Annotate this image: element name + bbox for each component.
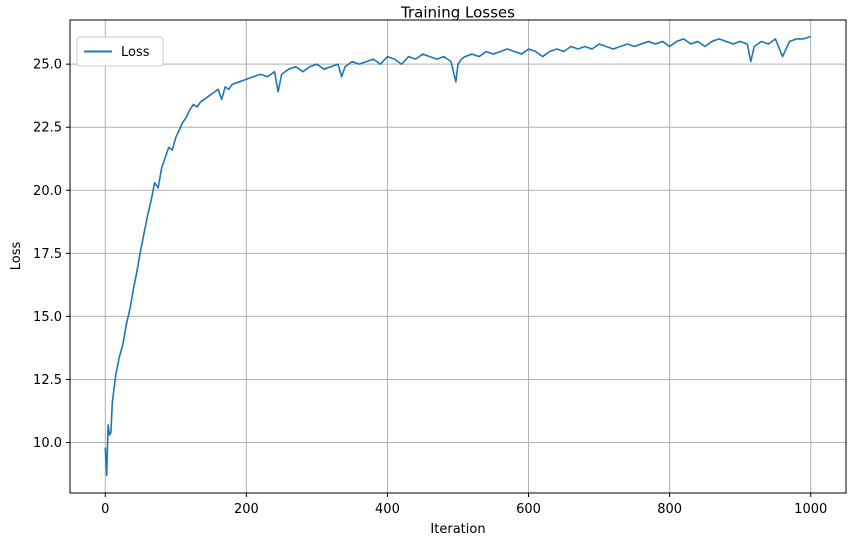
x-tick-label: 800 — [657, 502, 682, 517]
plot-area — [70, 20, 846, 493]
legend-box — [76, 36, 164, 67]
y-tick-label: 25.0 — [33, 58, 62, 73]
x-tick-label: 600 — [516, 502, 541, 517]
x-tick-label: 1000 — [794, 502, 827, 517]
y-axis-title: Loss — [9, 242, 24, 271]
y-tick-label: 17.5 — [33, 247, 62, 262]
series-layer — [104, 35, 811, 477]
legend: Loss — [76, 36, 164, 67]
x-tick-label: 200 — [234, 502, 259, 517]
series-line-loss — [104, 35, 811, 477]
grid — [70, 20, 846, 493]
x-tick-label: 400 — [375, 502, 400, 517]
ticks: 0 200 400 600 800 1000 10.0 12.5 15.0 17.5 20.0 22.… — [33, 58, 827, 517]
y-tick-label: 10.0 — [33, 436, 62, 451]
plot-frame — [69, 19, 847, 494]
x-axis-title: Iteration — [430, 522, 485, 537]
legend-label: Loss — [121, 45, 150, 60]
chart-title: Training Losses — [400, 4, 515, 22]
y-tick-label: 12.5 — [33, 373, 62, 388]
y-tick-label: 22.5 — [33, 121, 62, 136]
y-tick-label: 15.0 — [33, 310, 62, 325]
x-tick-label: 0 — [101, 502, 109, 517]
y-tick-label: 20.0 — [33, 184, 62, 199]
